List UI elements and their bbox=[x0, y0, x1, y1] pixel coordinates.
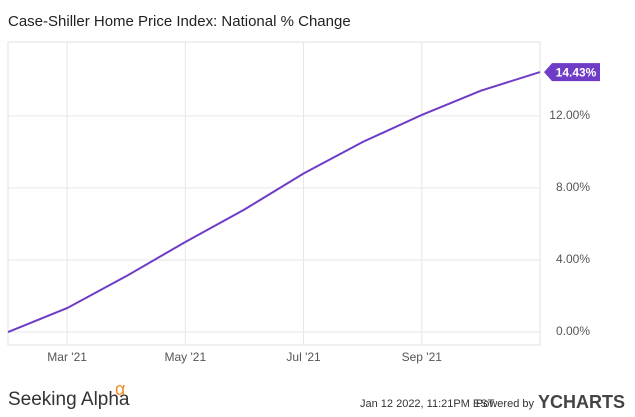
y-tick-label: 0.00% bbox=[556, 324, 590, 338]
timestamp: Jan 12 2022, 11:21PM EST. bbox=[360, 398, 496, 410]
y-tick-label: 8.00% bbox=[556, 180, 590, 194]
line bbox=[7, 71, 541, 333]
x-tick-label: May '21 bbox=[165, 350, 207, 364]
x-tick-label: Sep '21 bbox=[402, 350, 443, 364]
value-label: 14.43% bbox=[556, 65, 597, 79]
chart-title: Case-Shiller Home Price Index: National … bbox=[8, 13, 351, 30]
provider: YCHARTS bbox=[538, 392, 625, 412]
x-tick-label: Jul '21 bbox=[286, 350, 321, 364]
y-tick-label: 4.00% bbox=[556, 252, 590, 266]
plot-border bbox=[7, 41, 541, 346]
powered-by: Powered by bbox=[476, 398, 535, 410]
x-tick-label: Mar '21 bbox=[47, 350, 87, 364]
brand: Seeking Alpha bbox=[8, 389, 130, 410]
value-label-box bbox=[544, 63, 600, 82]
brand-mark: α bbox=[115, 379, 125, 399]
y-tick-label: 12.00% bbox=[549, 108, 590, 122]
